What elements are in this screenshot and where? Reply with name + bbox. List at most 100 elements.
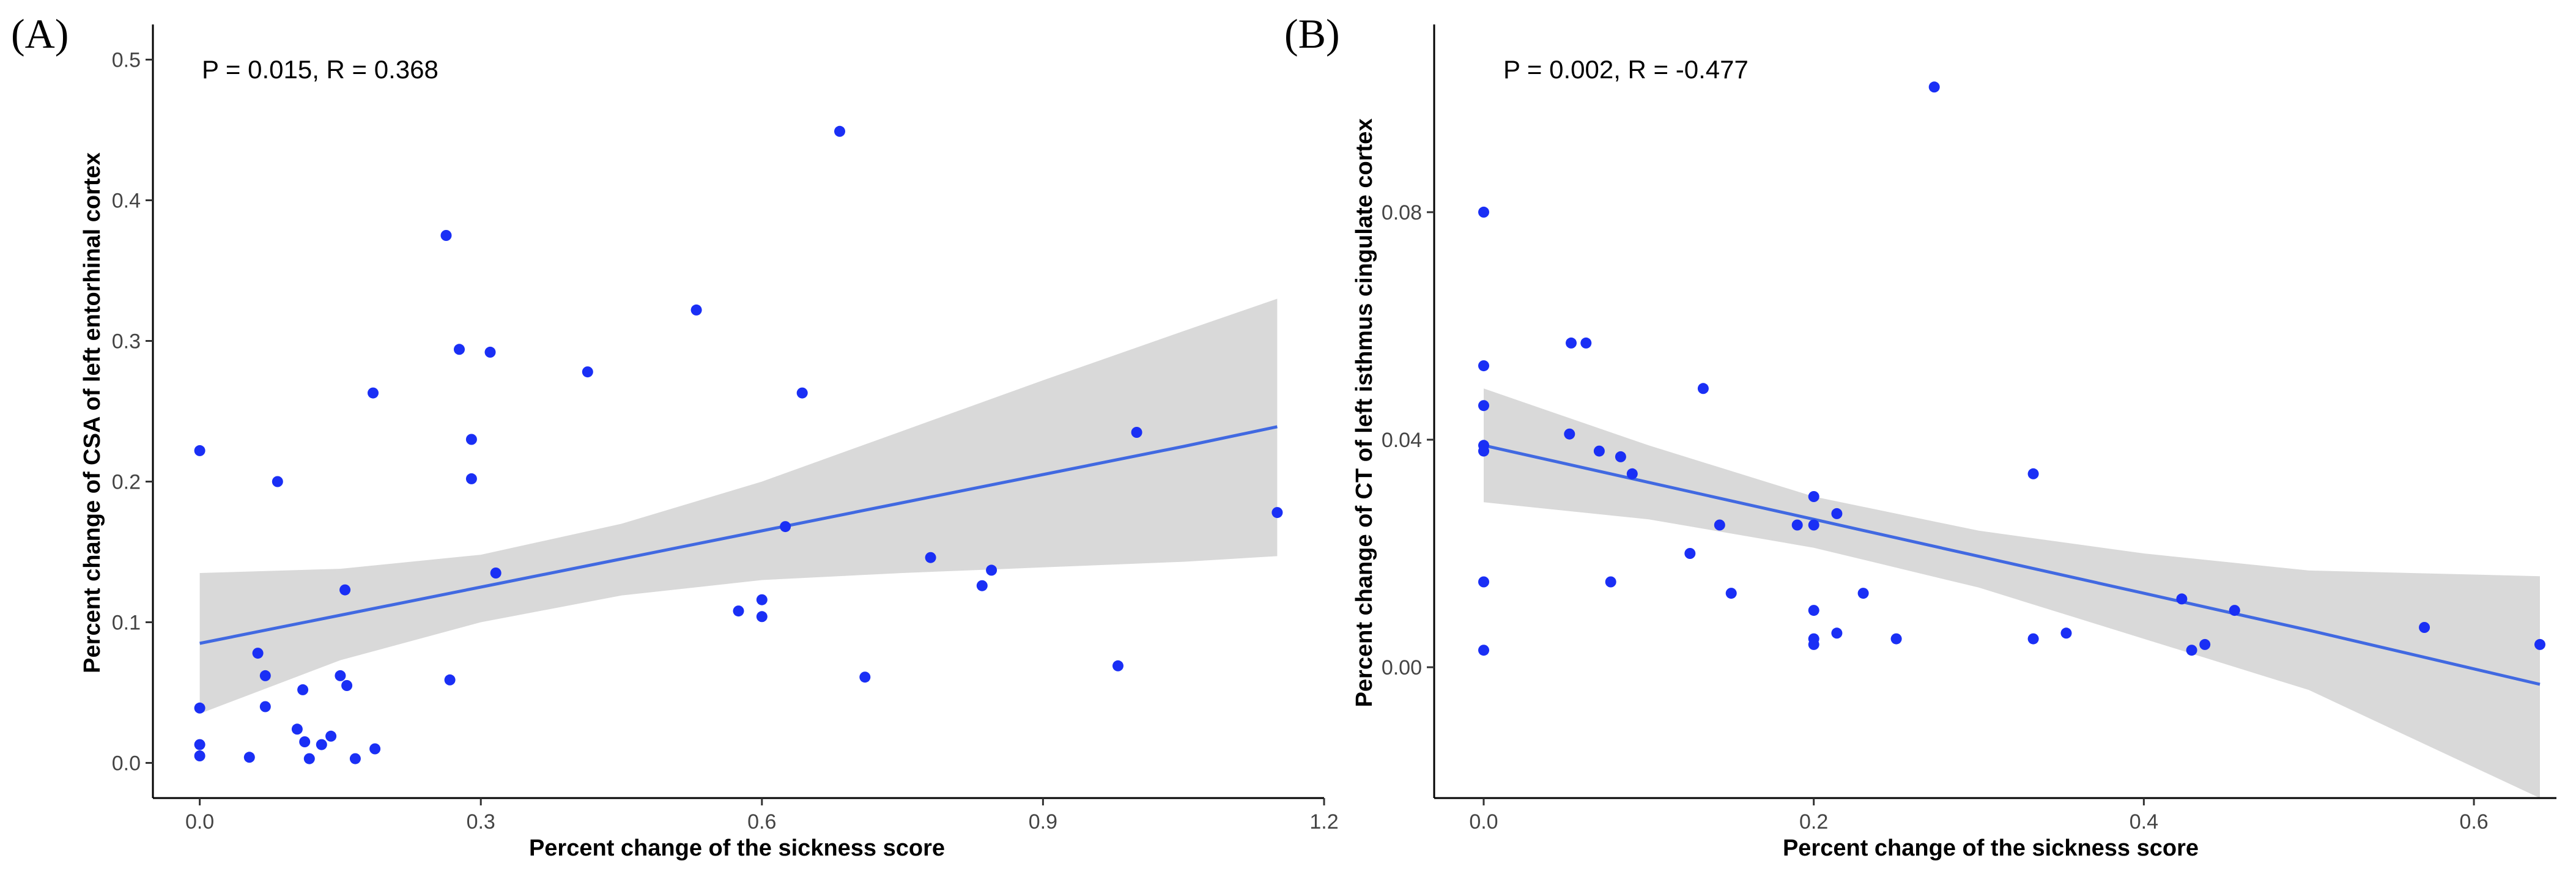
panel-b-data-point bbox=[1580, 337, 1592, 349]
panel-a-data-point bbox=[490, 568, 502, 579]
panel-b-data-point bbox=[1478, 360, 1489, 372]
panel-b-data-point bbox=[1808, 519, 1819, 531]
panel-a-y-tick-label: 0.0 bbox=[112, 752, 141, 775]
panel-a-data-point bbox=[369, 743, 381, 755]
panel-b-data-point bbox=[1593, 445, 1605, 457]
panel-a-data-point bbox=[339, 584, 351, 596]
panel-b-stats-annotation: P = 0.002, R = -0.477 bbox=[1503, 55, 1749, 84]
panel-b-data-point bbox=[1605, 576, 1616, 588]
panel-b-x-tick-label: 0.4 bbox=[2130, 810, 2158, 834]
panel-b-data-point bbox=[2060, 627, 2072, 639]
panel-a-data-point bbox=[1131, 427, 1142, 438]
panel-a-label: (A) bbox=[11, 10, 68, 57]
panel-a-data-point bbox=[756, 594, 768, 605]
panel-a-data-point bbox=[194, 739, 205, 750]
panel-a-data-point bbox=[733, 605, 744, 617]
panel-a-data-point bbox=[690, 304, 702, 316]
panel-a-data-point bbox=[859, 671, 871, 683]
panel-a-data-point bbox=[316, 739, 327, 750]
panel-b-data-point bbox=[1928, 81, 1940, 93]
panel-b-data-point bbox=[1831, 508, 1843, 519]
panel-a-data-point bbox=[325, 730, 337, 742]
panel-a-data-point bbox=[194, 750, 205, 761]
panel-a-data-point bbox=[986, 564, 997, 576]
panel-b-data-point bbox=[1791, 519, 1803, 531]
panel-a-stats-annotation: P = 0.015, R = 0.368 bbox=[202, 55, 439, 84]
panel-b-y-tick-label: 0.08 bbox=[1382, 201, 1422, 224]
panel-b-data-point bbox=[2534, 638, 2545, 650]
panel-b-data-point bbox=[1890, 633, 1902, 645]
panel-a: (A) P = 0.015, R = 0.368 0.0 0.3 0.6 0.9 1.2… bbox=[11, 10, 1339, 861]
panel-a-data-point bbox=[444, 674, 456, 686]
panel-a-data-point bbox=[303, 753, 315, 764]
panel-a-data-point bbox=[299, 736, 311, 747]
panel-a-data-point bbox=[297, 684, 309, 695]
panel-a-data-point bbox=[272, 476, 283, 487]
panel-b: (B) P = 0.002, R = -0.477 0.0 0.2 0.4 0.60.… bbox=[1284, 10, 2556, 861]
panel-b-data-point bbox=[2419, 622, 2430, 633]
panel-a-data-point bbox=[834, 125, 845, 137]
panel-a-data-point bbox=[925, 552, 936, 563]
panel-b-label: (B) bbox=[1284, 10, 1340, 57]
panel-b-data-point bbox=[1478, 645, 1489, 656]
panel-a-data-point bbox=[194, 445, 205, 456]
panel-a-data-point bbox=[341, 680, 353, 691]
panel-a-x-tick-label: 0.3 bbox=[467, 810, 495, 834]
panel-b-data-point bbox=[2199, 638, 2211, 650]
panel-b-data-point bbox=[2229, 605, 2240, 616]
panel-a-x-tick-label: 0.9 bbox=[1029, 810, 1057, 834]
panel-b-data-point bbox=[1478, 400, 1489, 412]
panel-b-data-point bbox=[1714, 519, 1725, 531]
panel-a-data-point bbox=[243, 752, 255, 763]
panel-b-data-point bbox=[1566, 337, 1577, 349]
panel-a-ticks: 0.0 0.3 0.6 0.9 1.2 0.0 0.1 0.2 0.3 0.4 0.5 bbox=[112, 49, 1339, 834]
panel-a-data-point bbox=[756, 611, 768, 623]
panel-b-x-axis-title: Percent change of the sickness score bbox=[1783, 835, 2199, 861]
panel-b-confidence-band bbox=[1484, 388, 2540, 798]
panel-b-data-point bbox=[2027, 468, 2039, 479]
panel-a-y-tick-label: 0.2 bbox=[112, 471, 141, 494]
panel-a-data-point bbox=[259, 701, 271, 712]
panel-a-data-point bbox=[259, 670, 271, 681]
panel-b-data-point bbox=[2176, 593, 2188, 605]
panel-b-data-point bbox=[1478, 445, 1489, 457]
panel-b-data-point bbox=[1697, 383, 1709, 394]
panel-a-data-point bbox=[335, 670, 346, 681]
panel-b-data-point bbox=[1808, 638, 1819, 650]
panel-a-y-axis-title: Percent change of CSA of left entorhinal… bbox=[80, 152, 105, 673]
panel-a-x-axis-title: Percent change of the sickness score bbox=[529, 835, 945, 861]
panel-a-plot-area bbox=[194, 125, 1283, 764]
panel-a-y-tick-label: 0.5 bbox=[112, 49, 141, 72]
panel-a-data-point bbox=[252, 648, 264, 659]
panel-b-x-tick-label: 0.6 bbox=[2459, 810, 2488, 834]
panel-a-x-tick-label: 0.0 bbox=[185, 810, 214, 834]
panel-b-data-point bbox=[1626, 468, 1638, 479]
panel-a-data-point bbox=[368, 387, 379, 399]
panel-b-data-point bbox=[1808, 605, 1819, 616]
panel-b-data-point bbox=[1478, 206, 1489, 218]
panel-a-x-tick-label: 0.6 bbox=[747, 810, 776, 834]
panel-b-data-point bbox=[2027, 633, 2039, 645]
panel-a-data-point bbox=[796, 387, 808, 399]
panel-a-data-point bbox=[780, 521, 791, 533]
panel-b-regression-line bbox=[1483, 443, 2541, 686]
panel-a-data-point bbox=[582, 366, 593, 378]
panel-a-y-tick-label: 0.4 bbox=[112, 190, 141, 213]
panel-a-data-point bbox=[465, 434, 477, 445]
panel-b-data-point bbox=[1725, 588, 1737, 599]
panel-b-x-tick-label: 0.0 bbox=[1469, 810, 1498, 834]
panel-a-regression-line bbox=[199, 425, 1278, 645]
panel-a-data-point bbox=[454, 344, 465, 355]
panel-b-y-tick-label: 0.04 bbox=[1382, 429, 1422, 452]
panel-a-y-tick-label: 0.1 bbox=[112, 612, 141, 635]
panel-a-data-point bbox=[484, 346, 496, 358]
panel-a-data-point bbox=[440, 230, 452, 241]
panel-a-y-tick-label: 0.3 bbox=[112, 330, 141, 353]
panel-a-data-point bbox=[291, 723, 303, 735]
panel-b-data-point bbox=[1831, 627, 1843, 639]
panel-b-data-point bbox=[1564, 428, 1575, 440]
panel-a-data-point bbox=[1112, 660, 1123, 671]
panel-b-ticks: 0.0 0.2 0.4 0.6 0.00 0.04 0.08 bbox=[1382, 201, 2489, 834]
panel-b-plot-area bbox=[1478, 81, 2545, 798]
